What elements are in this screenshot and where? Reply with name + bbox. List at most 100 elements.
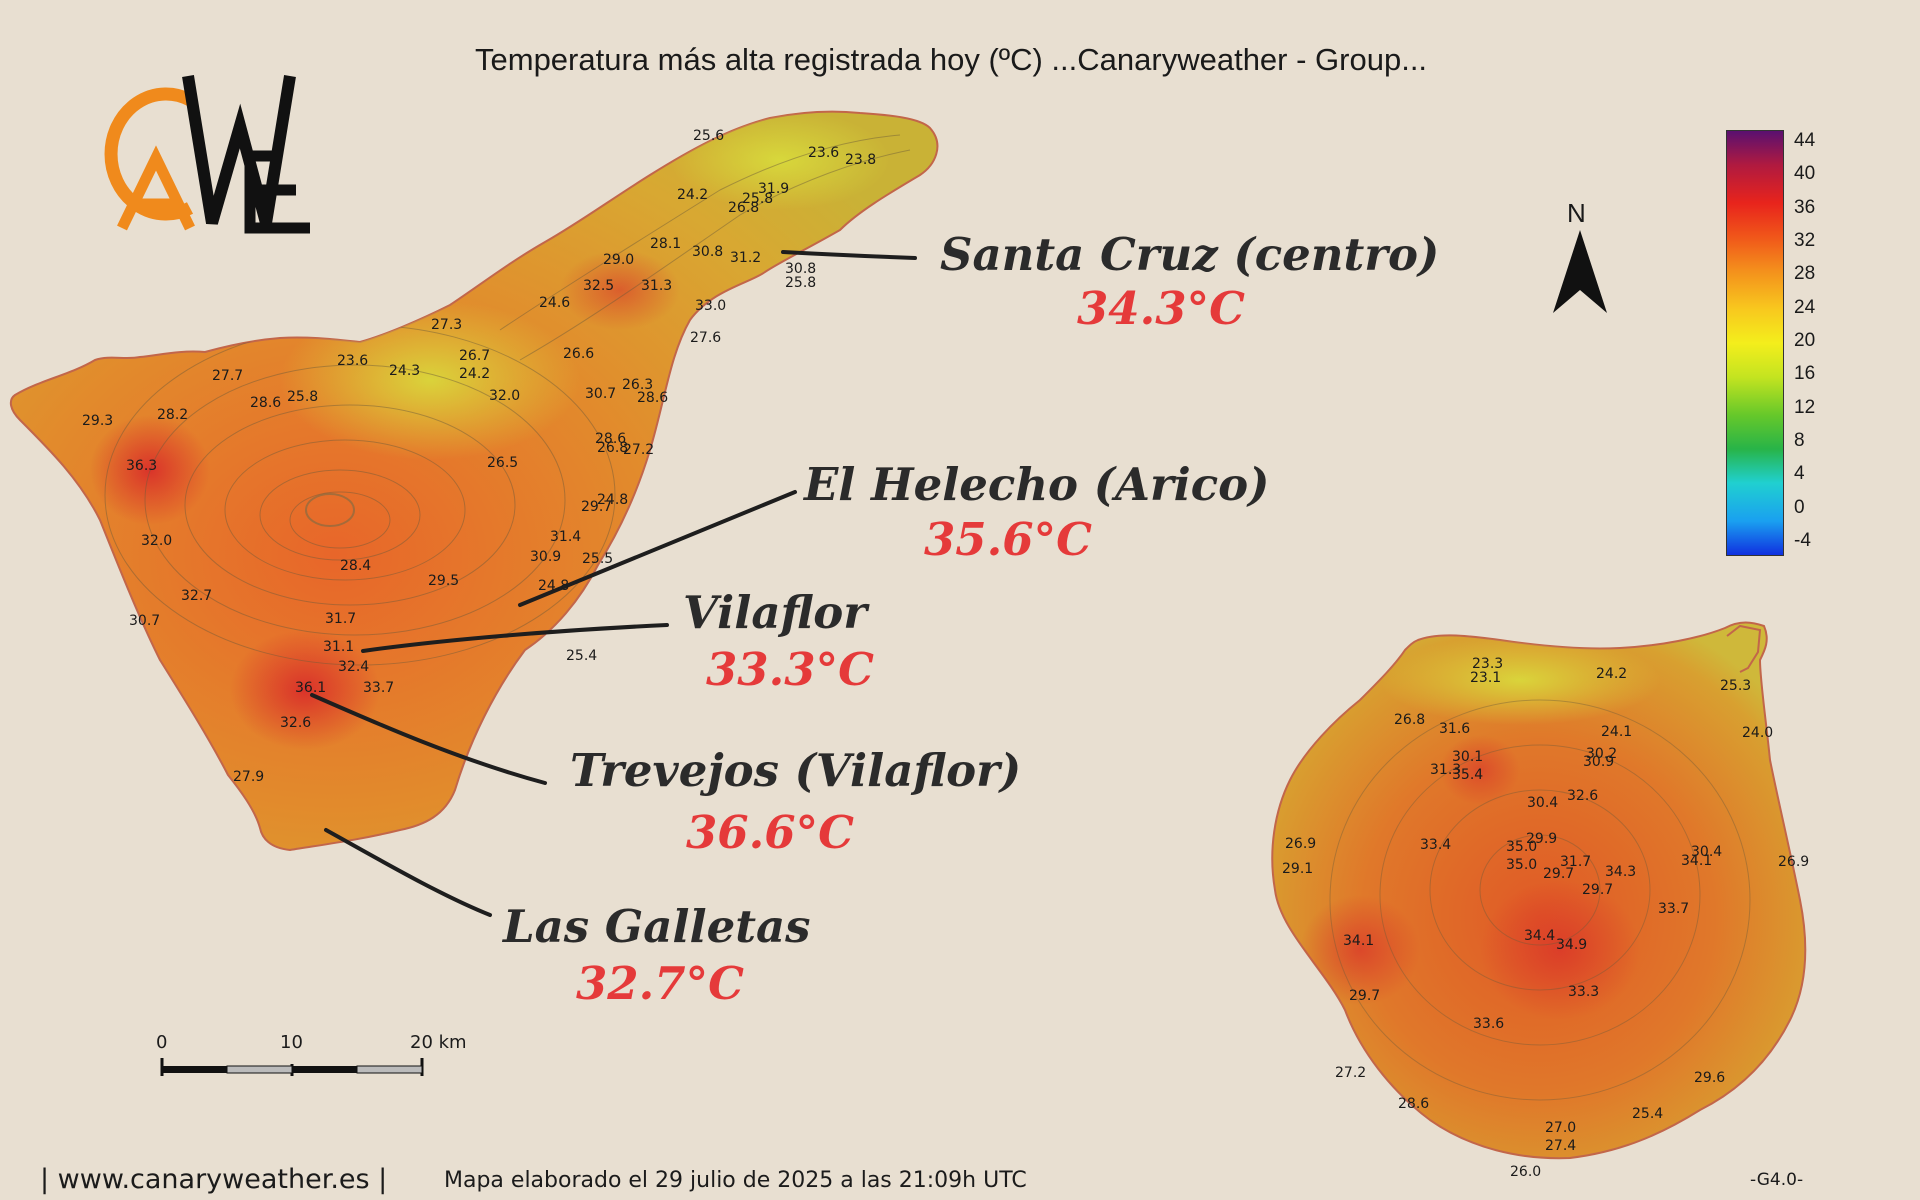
tenerife-value-label: 25.8	[742, 191, 773, 207]
gran-canaria-value-label: 26.9	[1778, 854, 1809, 870]
legend-label: 8	[1794, 430, 1805, 451]
gran-canaria-value-label: 30.2	[1586, 746, 1617, 762]
scale-label-0: 0	[156, 1032, 168, 1053]
scale-bar-graphic	[160, 1058, 424, 1076]
tenerife-value-label: 24.8	[538, 578, 569, 594]
gran-canaria-value-label: 27.4	[1545, 1138, 1576, 1154]
legend-label: 0	[1794, 496, 1805, 518]
leader-trevejos	[310, 693, 547, 785]
gran-canaria-value-label: 29.6	[1694, 1070, 1725, 1086]
tenerife-value-label: 25.8	[785, 275, 816, 291]
gran-canaria-value-label: 26.9	[1285, 836, 1316, 852]
scale-bar: 0 10 20 km	[150, 1030, 480, 1090]
legend-label: 12	[1794, 396, 1816, 418]
north-arrow: N	[1545, 198, 1615, 318]
legend-label: 24	[1794, 296, 1816, 318]
tenerife-value-label: 26.6	[563, 346, 594, 362]
station-name-el-helecho: El Helecho (Arico)	[804, 458, 1270, 511]
station-temp-santa-cruz: 34.3°C	[1077, 282, 1245, 335]
tenerife-value-label: 28.6	[637, 390, 668, 406]
tenerife-value-label: 29.7	[581, 499, 612, 515]
tenerife-value-label: 33.0	[695, 298, 726, 314]
legend-color-bar	[1726, 130, 1784, 556]
gran-canaria-value-label: 34.1	[1681, 853, 1712, 869]
legend-labels: 44 40 36 32 28 24 20 16 12 8 4 0 -4	[1794, 130, 1834, 554]
tenerife-value-label: 31.3	[641, 278, 672, 294]
station-temp-trevejos: 36.6°C	[686, 806, 854, 859]
gran-canaria-value-label: 31.6	[1439, 721, 1470, 737]
tenerife-value-label: 25.4	[566, 648, 597, 664]
tenerife-value-label: 31.1	[323, 639, 354, 655]
tenerife-value-label: 32.0	[141, 533, 172, 549]
leader-vilaflor	[361, 623, 669, 653]
tenerife-value-label: 33.7	[363, 680, 394, 696]
gran-canaria-value-label: 24.0	[1742, 725, 1773, 741]
gran-canaria-value-label: 29.9	[1526, 831, 1557, 847]
north-label: N	[1567, 198, 1586, 228]
tenerife-value-label: 32.6	[280, 715, 311, 731]
gran-canaria-value-label: 33.7	[1658, 901, 1689, 917]
legend-label: 4	[1794, 463, 1805, 485]
gran-canaria-value-label: 28.6	[1398, 1096, 1429, 1112]
tenerife-value-label: 23.6	[808, 145, 839, 161]
leader-el-helecho	[518, 490, 797, 607]
tenerife-value-label: 28.6	[250, 395, 281, 411]
gran-canaria-value-label: 29.1	[1282, 861, 1313, 877]
tenerife-value-label: 24.2	[677, 187, 708, 203]
tenerife-value-label: 26.5	[487, 455, 518, 471]
gran-canaria-value-label: 33.4	[1420, 837, 1451, 853]
gran-canaria-value-label: 29.7	[1582, 882, 1613, 898]
tenerife-value-label: 26.8	[597, 440, 628, 456]
footer-date: Mapa elaborado el 29 julio de 2025 a las…	[444, 1168, 1027, 1193]
gran-canaria-value-label: 34.1	[1343, 933, 1374, 949]
gran-canaria-value-label: 27.0	[1545, 1120, 1576, 1136]
gran-canaria-value-label: 23.1	[1470, 670, 1501, 686]
map-title: Temperatura más alta registrada hoy (ºC)…	[475, 42, 1428, 77]
tenerife-value-label: 27.6	[690, 330, 721, 346]
gran-canaria-value-label: 34.4	[1524, 928, 1555, 944]
gran-canaria-value-label: 30.9	[1583, 754, 1614, 770]
leader-las-galletas	[324, 828, 492, 917]
scale-label-20: 20 km	[410, 1032, 467, 1053]
legend-label: 28	[1794, 263, 1816, 285]
tenerife-value-label: 28.1	[650, 236, 681, 252]
tenerife-value-label: 24.3	[389, 363, 420, 379]
gran-canaria-value-label: 25.4	[1632, 1106, 1663, 1122]
tenerife-value-label: 26.3	[622, 377, 653, 393]
legend-label: -4	[1794, 530, 1811, 551]
tenerife-value-label: 32.4	[338, 659, 369, 675]
gran-canaria-value-label: 30.1	[1452, 749, 1483, 765]
gran-canaria-value-label: 30.4	[1527, 795, 1558, 811]
north-arrow-icon	[1553, 230, 1607, 313]
tenerife-value-label: 27.3	[431, 317, 462, 333]
gran-canaria-value-label: 29.7	[1349, 988, 1380, 1004]
tenerife-value-label: 24.8	[597, 492, 628, 508]
gran-canaria-value-label: 24.2	[1596, 666, 1627, 682]
scale-label-10: 10	[280, 1032, 303, 1053]
station-temp-las-galletas: 32.7°C	[576, 957, 744, 1010]
tenerife-value-label: 32.5	[583, 278, 614, 294]
tenerife-value-label: 31.2	[730, 250, 761, 266]
station-temp-vilaflor: 33.3°C	[706, 643, 874, 696]
tenerife-value-label: 28.2	[157, 407, 188, 423]
tenerife-value-label: 23.6	[337, 353, 368, 369]
gran-canaria-value-label: 26.0	[1510, 1164, 1541, 1180]
footer-website: | www.canaryweather.es |	[40, 1164, 388, 1195]
tenerife-value-label: 36.3	[126, 458, 157, 474]
gran-canaria-value-label: 27.2	[1335, 1065, 1366, 1081]
gran-canaria-island	[1271, 621, 1807, 1160]
tenerife-island	[9, 110, 939, 852]
tenerife-value-label: 30.7	[129, 613, 160, 629]
cawe-logo	[104, 75, 310, 234]
gran-canaria-value-label: 26.8	[1394, 712, 1425, 728]
tenerife-value-label: 29.5	[428, 573, 459, 589]
tenerife-value-label: 31.4	[550, 529, 581, 545]
gran-canaria-value-label: 34.3	[1605, 864, 1636, 880]
tenerife-value-label: 27.9	[233, 769, 264, 785]
gran-canaria-value-label: 35.0	[1506, 839, 1537, 855]
legend-label: 44	[1794, 130, 1816, 151]
gran-canaria-value-label: 35.4	[1452, 767, 1483, 783]
gran-canaria-value-label: 23.3	[1472, 656, 1503, 672]
tenerife-value-label: 25.6	[693, 128, 724, 144]
tenerife-value-label: 24.6	[539, 295, 570, 311]
